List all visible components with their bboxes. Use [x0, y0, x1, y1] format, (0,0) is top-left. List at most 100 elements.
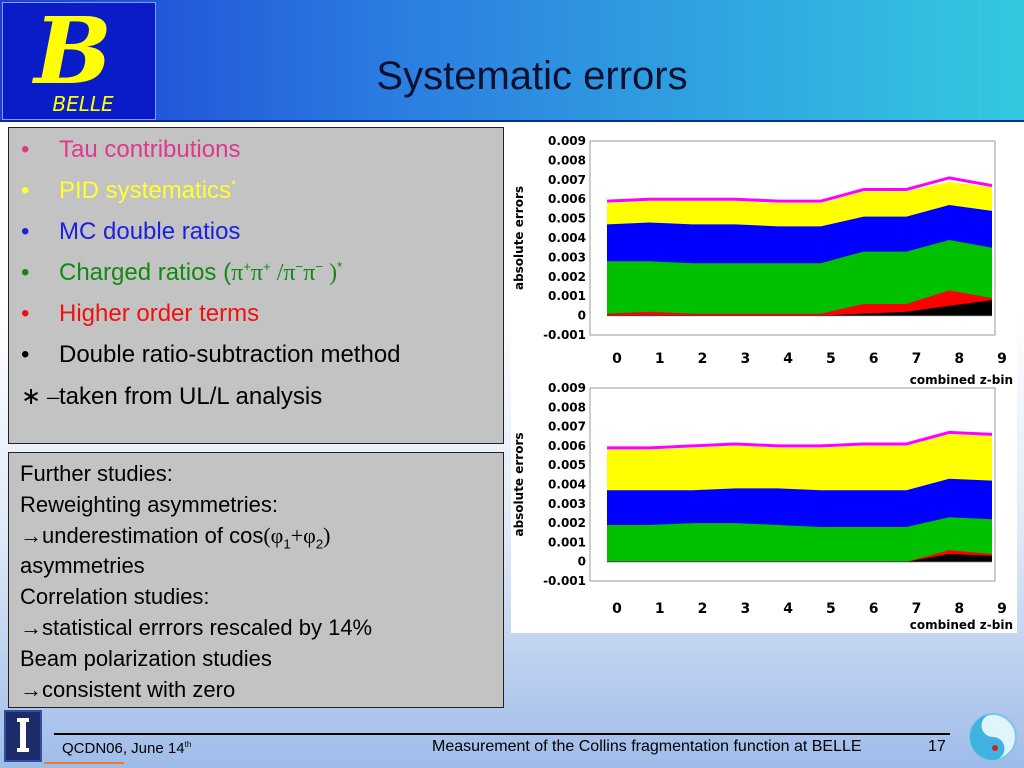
text-segment: 1 [283, 535, 291, 551]
y-tick-label: 0.005 [548, 458, 586, 472]
bullet-item: ∗ –taken from UL/L analysis [21, 382, 322, 411]
y-tick-label: 0.008 [548, 153, 586, 167]
x-axis-label: combined z-bin [910, 373, 1013, 387]
page-title: Systematic errors [376, 54, 688, 98]
y-tick-label: -0.001 [543, 574, 586, 588]
x-tick-label: 4 [783, 351, 793, 367]
bullet-item: • Higher order terms [21, 300, 259, 328]
text-segment: π [231, 260, 244, 286]
text-segment: →consistent with zero [20, 676, 236, 702]
y-tick-label: 0.006 [548, 439, 586, 453]
text-segment: Charged ratios ( [59, 259, 232, 286]
study-line: →underestimation of cos(φ1+φ2) [20, 522, 331, 551]
bullet-marker: • [21, 177, 30, 204]
text-segment: asymmetries [20, 553, 145, 579]
y-tick-label: 0.001 [548, 289, 586, 303]
university-logo-icon [17, 718, 29, 752]
series-line [606, 176, 993, 203]
study-line: →consistent with zero [20, 677, 235, 703]
text-segment: − [295, 259, 304, 274]
text-segment: − [315, 259, 324, 274]
x-tick-label: 1 [655, 351, 665, 367]
text-segment: ) [323, 260, 338, 286]
bullet-item: • Double ratio-subtraction method [21, 341, 401, 369]
series-line [607, 430, 993, 450]
y-tick-label: 0.004 [548, 231, 586, 245]
text-segment: + [243, 259, 251, 274]
y-tick-label: 0.002 [548, 270, 586, 284]
bullet-marker: • [21, 218, 30, 245]
bullet-item: • MC double ratios [21, 218, 240, 246]
text-segment: Beam polarization studies [20, 645, 272, 671]
text-segment: →statistical errrors rescaled by 14% [20, 615, 373, 640]
text-segment: * [337, 259, 343, 274]
systematic-errors-charts: 0.009 0.008 0.007 0.006 0.005 0.004 0.003 0.002… [512, 134, 1013, 632]
x-tick-label: 2 [698, 601, 708, 617]
series-area [607, 300, 992, 316]
x-tick-label: 5 [826, 351, 836, 367]
text-segment: Reweighting asymmetries: [20, 491, 278, 517]
x-tick-label: 3 [740, 601, 750, 617]
text-segment: Correlation studies: [20, 584, 210, 610]
x-tick-label: 9 [997, 601, 1007, 617]
text-segment: taken from UL/L analysis [59, 383, 323, 410]
x-tick-label: 2 [698, 351, 708, 367]
bullet-marker: ∗ – [21, 384, 60, 410]
belle-logo: B BELLE [2, 0, 156, 120]
x-tick-label: 9 [997, 351, 1007, 367]
study-line: asymmetries [20, 553, 145, 579]
text-segment: Further studies: [20, 461, 173, 486]
slide-header: B BELLE Systematic errors [0, 0, 1024, 122]
text-segment: Higher order terms [59, 300, 260, 327]
y-tick-label: 0.002 [548, 516, 586, 530]
text-segment: π [250, 260, 264, 286]
bullet-marker: • [21, 136, 30, 163]
y-tick-label: 0.004 [548, 478, 586, 492]
y-tick-label: 0.009 [548, 381, 586, 395]
x-tick-label: 6 [869, 601, 879, 617]
text-segment: +φ [290, 522, 316, 548]
x-tick-label: 8 [954, 601, 964, 617]
x-tick-label: 5 [826, 601, 836, 617]
text-segment: / [270, 260, 284, 286]
bullet-marker: • [21, 341, 30, 368]
belle-logo-mark: B BELLE [31, 0, 114, 116]
text-segment: * [231, 177, 237, 192]
y-tick-label: 0.001 [548, 535, 586, 549]
footer-conference: QCDN06, June 14th [62, 740, 191, 757]
bullet-marker: • [21, 300, 30, 327]
x-axis-label: combined z-bin [910, 618, 1013, 632]
series-area [607, 290, 992, 316]
text-segment: PID systematics [59, 177, 232, 204]
text-segment: Tau contributions [59, 136, 241, 163]
x-tick-label: 0 [612, 601, 622, 617]
footer-divider [54, 733, 950, 735]
x-tick-label: 1 [655, 601, 665, 617]
systematics-bullet-box: • Tau contributions • PID systematics* • MC d… [8, 127, 504, 444]
text-segment: Double ratio-subtraction method [59, 341, 401, 368]
study-line: →statistical errrors rescaled by 14% [20, 615, 372, 641]
study-line: Beam polarization studies [20, 646, 272, 672]
footer-talk-title: Measurement of the Collins fragmentation… [432, 738, 862, 755]
y-tick-label: 0.003 [548, 250, 586, 264]
x-tick-label: 8 [954, 351, 964, 367]
y-tick-label: 0.006 [548, 192, 586, 206]
series-area [607, 553, 992, 562]
university-logo [4, 710, 42, 762]
footer-conference-text: QCDN06, June 14 [62, 740, 185, 757]
text-segment: + [263, 259, 271, 274]
text-segment: π [283, 260, 296, 286]
x-tick-label: 3 [740, 351, 750, 367]
y-axis-label: absolute errors [512, 432, 526, 536]
chart-panel: 0.009 0.008 0.007 0.006 0.005 0.004 0.003 0.002… [511, 134, 1017, 633]
y-tick-label: 0.008 [548, 400, 586, 414]
page-number: 17 [928, 738, 946, 755]
x-tick-label: 0 [612, 351, 622, 367]
further-studies-box: Further studies: Reweighting asymmetries:… [8, 452, 504, 708]
bullet-marker: • [21, 259, 30, 286]
belle-logo-letter: B [31, 3, 112, 105]
y-tick-label: 0.007 [548, 173, 586, 187]
swirl-logo-icon [969, 713, 1017, 761]
y-axis-label: absolute errors [512, 186, 526, 290]
x-tick-label: 7 [912, 601, 922, 617]
